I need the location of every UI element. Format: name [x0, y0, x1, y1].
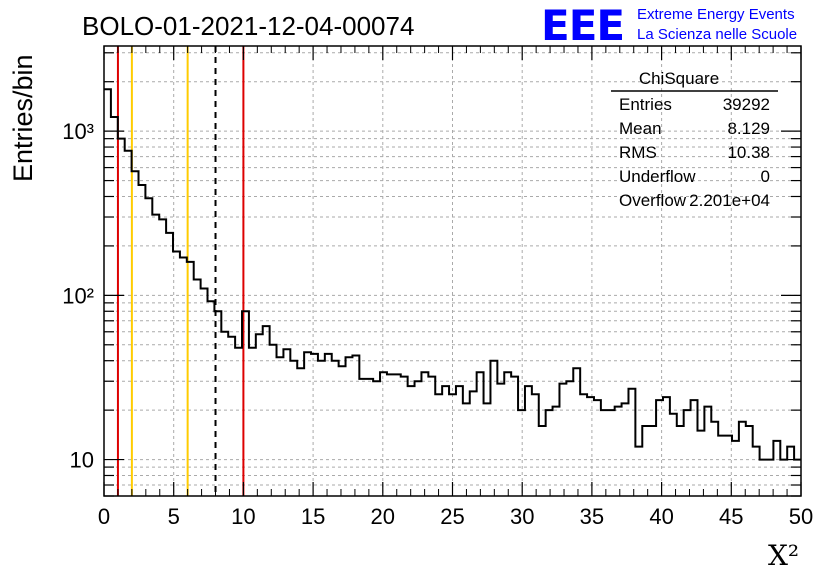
x-tick-label: 40: [649, 504, 673, 529]
stats-label: Mean: [619, 119, 662, 138]
x-tick-label: 15: [301, 504, 325, 529]
logo-letters: EEE: [541, 1, 624, 50]
stats-title: ChiSquare: [639, 69, 719, 88]
stats-label: Underflow: [619, 167, 696, 186]
x-tick-label: 50: [789, 504, 813, 529]
logo-line1: Extreme Energy Events: [637, 6, 795, 23]
stats-value: 8.129: [727, 119, 770, 138]
grid: [104, 46, 801, 497]
y-axis-title: Entries/bin: [8, 54, 38, 182]
stats-label: Overflow: [619, 191, 687, 210]
stats-label: Entries: [619, 95, 672, 114]
x-axis-title: X²: [768, 539, 799, 572]
stats-label: RMS: [619, 143, 657, 162]
x-tick-label: 35: [580, 504, 604, 529]
logo-line2: La Scienza nelle Scuole: [637, 26, 797, 43]
eee-logo: EEE Extreme Energy Events La Scienza nel…: [541, 1, 797, 50]
x-tick-label: 20: [371, 504, 395, 529]
stats-value: 10.38: [727, 143, 770, 162]
x-tick-label: 10: [231, 504, 255, 529]
marker-lines: [116, 46, 245, 496]
x-tick-label: 45: [719, 504, 743, 529]
x-tick-label: 5: [168, 504, 180, 529]
stats-value: 39292: [723, 95, 770, 114]
y-tick-label: 10: [70, 448, 94, 473]
x-tick-label: 30: [510, 504, 534, 529]
stats-box: ChiSquare Entries 39292 Mean 8.129 RMS 10.38 U…: [611, 69, 778, 210]
x-tick-labels: 0 5 10 15 20 25 30 35 40 45 50: [98, 504, 813, 529]
chart-title: BOLO-01-2021-12-04-00074: [82, 11, 414, 41]
stats-value: 2.201e+04: [689, 191, 770, 210]
x-tick-label: 0: [98, 504, 110, 529]
x-tick-label: 25: [440, 504, 464, 529]
stats-value: 0: [761, 167, 770, 186]
y-tick-label: 10³: [62, 119, 94, 144]
axis-ticks: [103, 46, 802, 497]
histogram-series: [104, 88, 801, 461]
y-tick-labels: 10 10² 10³: [62, 119, 94, 472]
y-tick-label: 10²: [62, 283, 94, 308]
